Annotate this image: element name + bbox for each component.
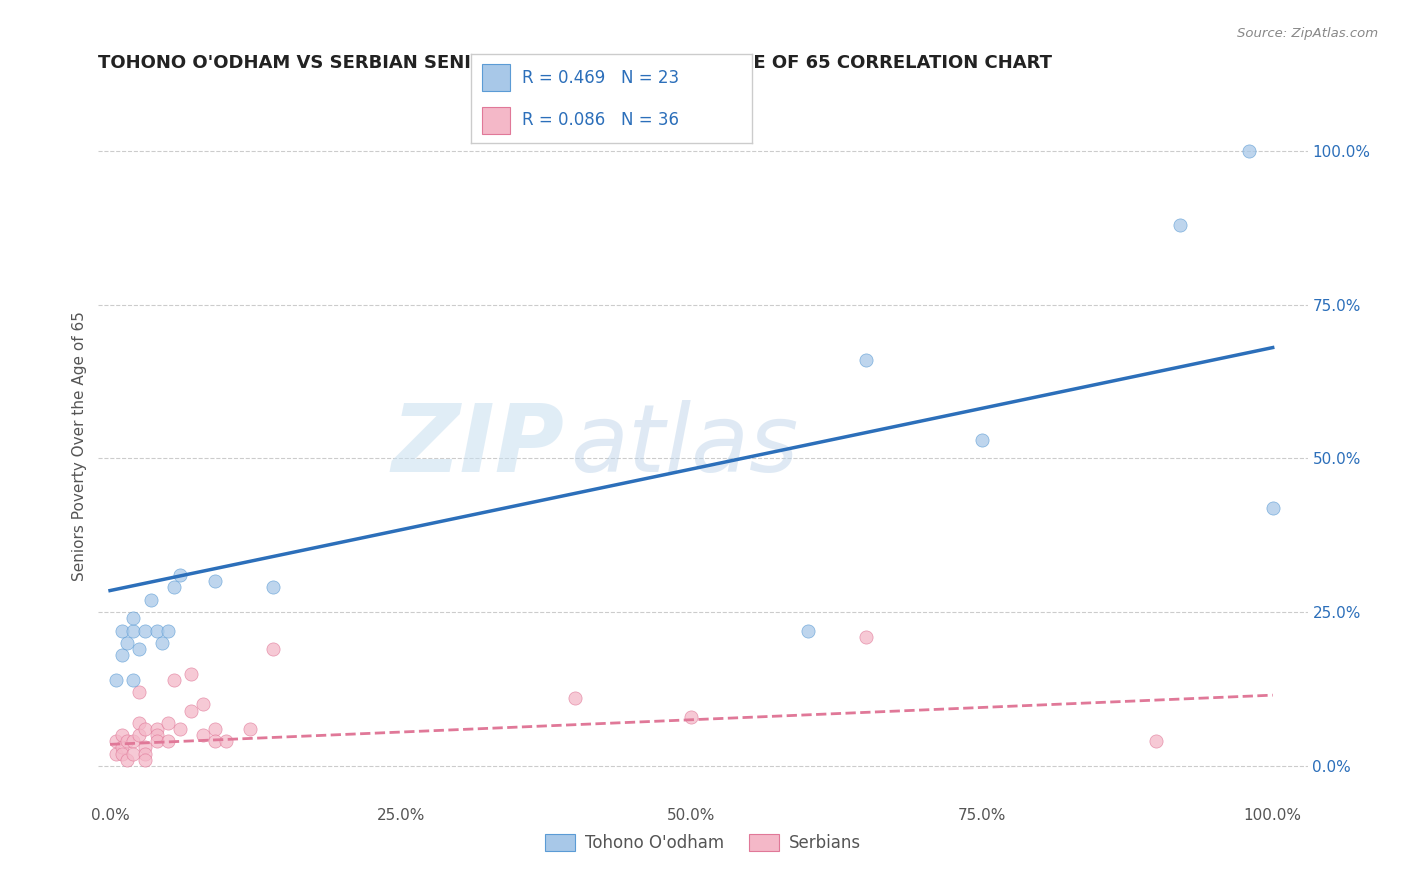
Point (1168, 218, 1191, 232)
Point (191, 728, 214, 742)
Text: Source: ZipAtlas.com: Source: ZipAtlas.com (1237, 27, 1378, 40)
Point (163, 673, 186, 687)
Point (122, 747, 145, 761)
Point (191, 698, 214, 712)
Point (117, 753, 139, 767)
Point (1239, 144, 1261, 158)
Point (1261, 500, 1284, 515)
Text: R = 0.469   N = 23: R = 0.469 N = 23 (522, 69, 679, 87)
Text: ZIP: ZIP (391, 400, 564, 492)
Point (122, 611, 145, 625)
Point (117, 734, 139, 748)
Point (134, 722, 156, 736)
Point (128, 642, 150, 657)
Point (169, 568, 191, 582)
Point (157, 734, 180, 748)
Point (262, 581, 284, 595)
Point (122, 734, 145, 748)
Point (145, 734, 167, 748)
Point (262, 642, 284, 657)
Point (104, 734, 127, 748)
Point (145, 728, 167, 742)
Point (855, 352, 877, 367)
Point (681, 709, 703, 723)
FancyBboxPatch shape (482, 107, 510, 134)
Point (970, 433, 993, 447)
Text: R = 0.086   N = 36: R = 0.086 N = 36 (522, 111, 679, 128)
Point (150, 636, 173, 650)
Point (139, 592, 162, 607)
Point (111, 624, 134, 638)
Point (128, 728, 150, 742)
Point (145, 624, 167, 638)
Legend: Tohono O'odham, Serbians: Tohono O'odham, Serbians (538, 827, 868, 859)
Point (122, 673, 145, 687)
Point (117, 636, 139, 650)
Point (1144, 734, 1167, 748)
Point (204, 574, 226, 589)
Point (104, 673, 127, 687)
Point (134, 740, 156, 755)
Point (128, 715, 150, 730)
Point (134, 624, 156, 638)
Point (180, 704, 202, 718)
Text: TOHONO O'ODHAM VS SERBIAN SENIORS POVERTY OVER THE AGE OF 65 CORRELATION CHART: TOHONO O'ODHAM VS SERBIAN SENIORS POVERT… (98, 54, 1053, 72)
Point (111, 740, 134, 755)
Point (128, 685, 150, 699)
Point (564, 691, 586, 706)
Point (157, 715, 180, 730)
Point (169, 722, 191, 736)
Point (122, 624, 145, 638)
Point (855, 630, 877, 644)
Point (215, 734, 238, 748)
Text: atlas: atlas (569, 401, 799, 491)
Point (180, 666, 202, 681)
Point (163, 581, 186, 595)
Point (111, 648, 134, 662)
FancyBboxPatch shape (482, 64, 510, 91)
Point (111, 728, 134, 742)
Point (104, 747, 127, 761)
Point (145, 722, 167, 736)
Point (134, 753, 156, 767)
Point (204, 734, 226, 748)
Y-axis label: Seniors Poverty Over the Age of 65: Seniors Poverty Over the Age of 65 (72, 311, 87, 581)
Point (134, 747, 156, 761)
Point (239, 722, 262, 736)
Point (111, 747, 134, 761)
Point (157, 624, 180, 638)
Point (204, 722, 226, 736)
Point (796, 624, 818, 638)
